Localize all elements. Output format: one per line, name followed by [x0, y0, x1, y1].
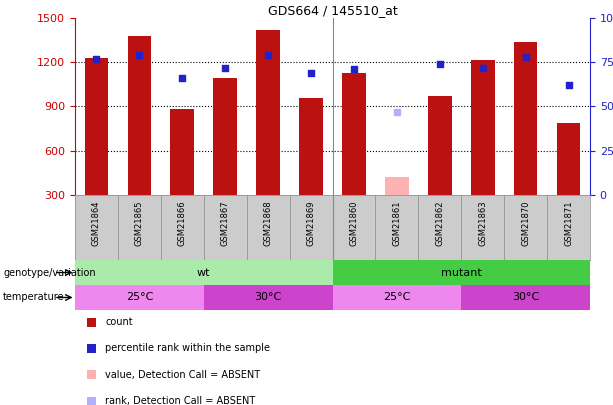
- Text: GSM21868: GSM21868: [264, 200, 273, 246]
- Bar: [204, 285, 332, 310]
- Bar: [342, 72, 366, 195]
- Bar: [471, 60, 495, 195]
- Point: [306, 70, 316, 76]
- Text: GSM21862: GSM21862: [435, 200, 444, 246]
- Bar: [461, 285, 590, 310]
- Text: GSM21863: GSM21863: [478, 200, 487, 246]
- Text: 30°C: 30°C: [512, 292, 539, 303]
- Point: [91, 55, 101, 62]
- Text: GSM21871: GSM21871: [564, 200, 573, 246]
- Text: count: count: [105, 317, 133, 327]
- Point: [478, 64, 487, 71]
- Point: [435, 61, 444, 67]
- Point: [520, 54, 530, 60]
- Bar: [75, 285, 204, 310]
- Text: GSM21864: GSM21864: [92, 200, 101, 246]
- Title: GDS664 / 145510_at: GDS664 / 145510_at: [268, 4, 397, 17]
- Text: value, Detection Call = ABSENT: value, Detection Call = ABSENT: [105, 370, 261, 380]
- Text: rank, Detection Call = ABSENT: rank, Detection Call = ABSENT: [105, 396, 256, 405]
- Point: [349, 66, 359, 72]
- Bar: [514, 42, 538, 195]
- Text: 25°C: 25°C: [126, 292, 153, 303]
- Point: [563, 82, 573, 89]
- Text: temperature: temperature: [3, 292, 64, 303]
- Bar: [128, 36, 151, 195]
- Text: GSM21861: GSM21861: [392, 200, 402, 246]
- Bar: [85, 58, 109, 195]
- Bar: [557, 123, 581, 195]
- Text: GSM21865: GSM21865: [135, 200, 144, 246]
- Point: [392, 109, 402, 115]
- Text: genotype/variation: genotype/variation: [3, 267, 96, 277]
- Bar: [428, 96, 452, 195]
- Text: 30°C: 30°C: [254, 292, 282, 303]
- Bar: [213, 79, 237, 195]
- Bar: [299, 98, 323, 195]
- Text: mutant: mutant: [441, 267, 482, 277]
- Bar: [256, 30, 280, 195]
- Text: wt: wt: [197, 267, 210, 277]
- Text: percentile rank within the sample: percentile rank within the sample: [105, 343, 270, 354]
- Bar: [170, 109, 194, 195]
- Text: GSM21870: GSM21870: [521, 200, 530, 246]
- Bar: [385, 177, 409, 195]
- Point: [134, 52, 144, 58]
- Bar: [332, 260, 590, 285]
- Point: [220, 64, 230, 71]
- Text: GSM21869: GSM21869: [306, 200, 316, 246]
- Text: GSM21866: GSM21866: [178, 200, 187, 246]
- Text: GSM21860: GSM21860: [349, 200, 359, 246]
- Bar: [75, 260, 332, 285]
- Bar: [332, 285, 461, 310]
- Point: [263, 52, 273, 58]
- Point: [177, 75, 187, 81]
- Text: GSM21867: GSM21867: [221, 200, 230, 246]
- Text: 25°C: 25°C: [383, 292, 411, 303]
